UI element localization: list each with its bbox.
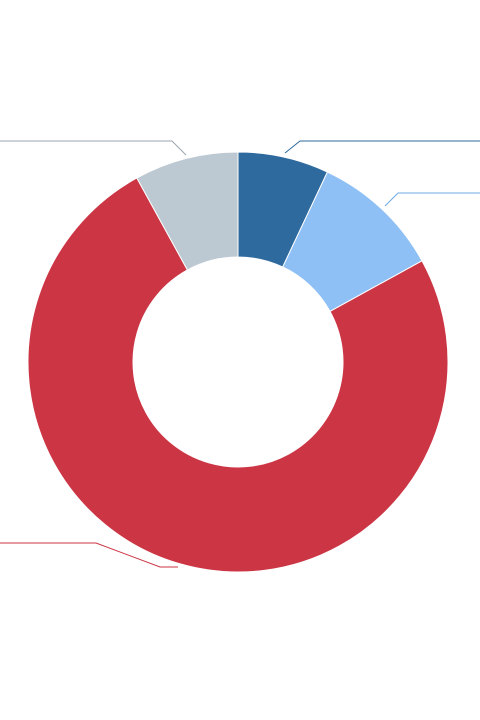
slices bbox=[27, 151, 449, 573]
leader-line bbox=[384, 192, 480, 207]
donut-slice bbox=[27, 177, 449, 573]
donut-slice bbox=[136, 151, 239, 271]
leader-line bbox=[0, 140, 187, 156]
leader-line bbox=[284, 140, 480, 154]
leader-line bbox=[0, 542, 178, 568]
